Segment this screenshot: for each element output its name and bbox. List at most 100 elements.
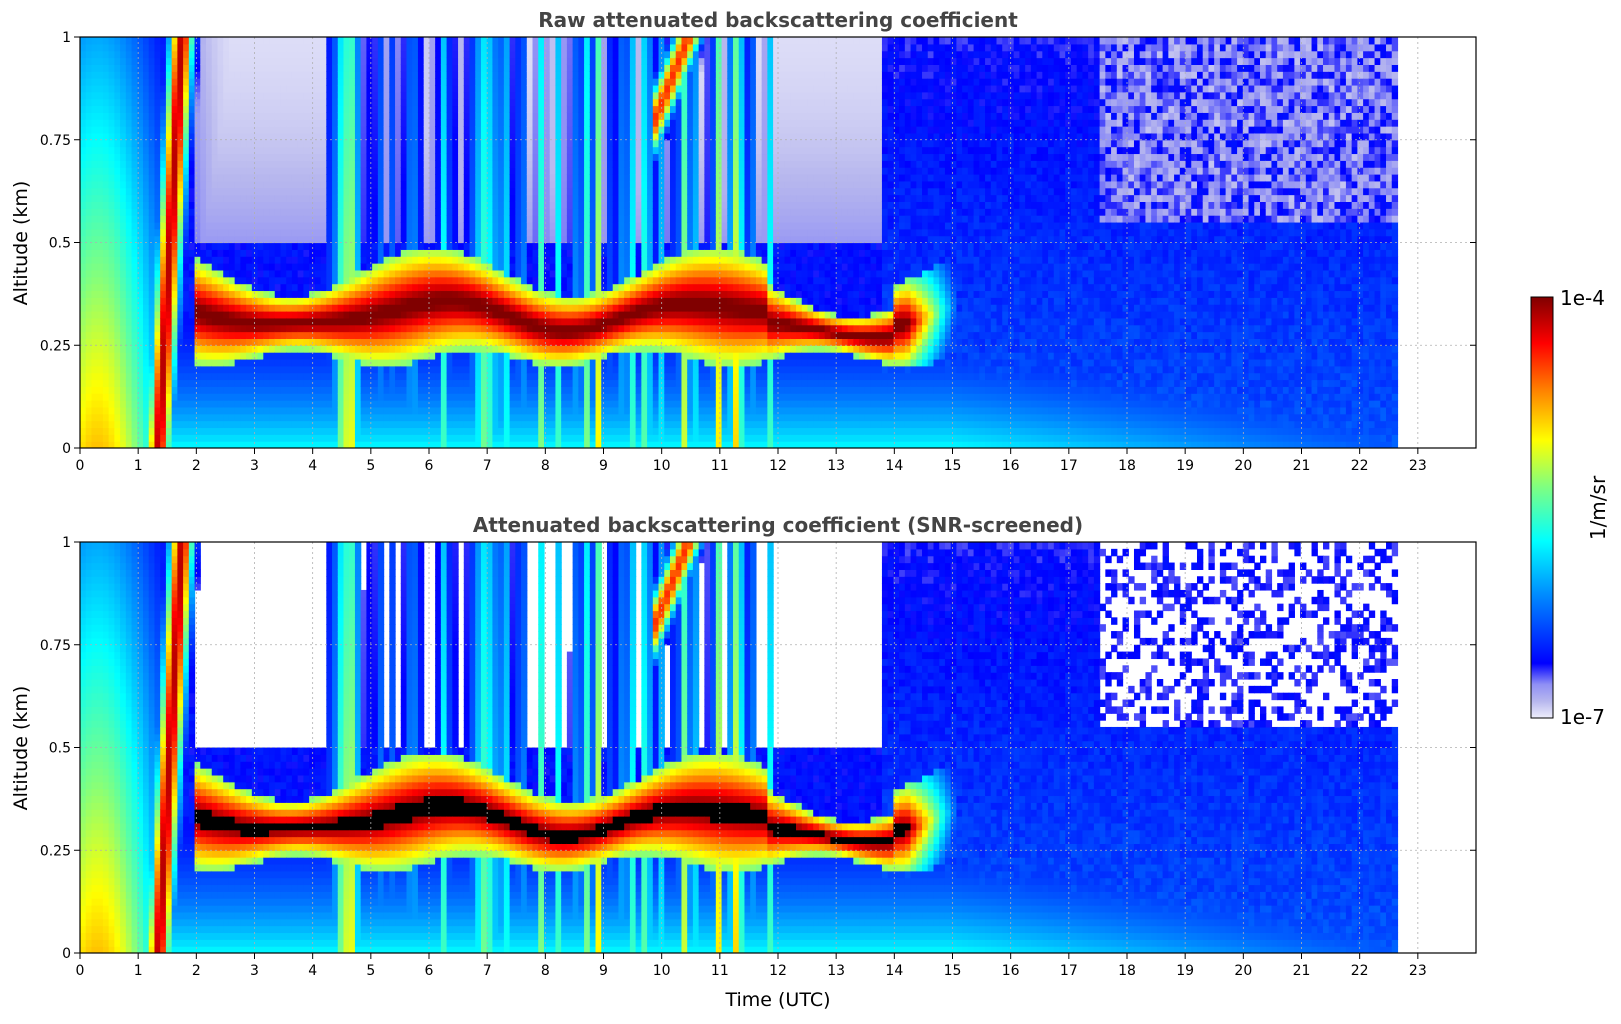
heatmap-cell xyxy=(114,85,120,92)
heatmap-cell xyxy=(160,208,166,215)
heatmap-cell xyxy=(229,78,235,85)
heatmap-cell xyxy=(361,318,367,325)
heatmap-cell xyxy=(389,119,395,126)
heatmap-cell xyxy=(481,407,487,414)
heatmap-cell xyxy=(97,153,103,160)
heatmap-cell xyxy=(492,297,498,304)
heatmap-cell xyxy=(412,366,418,373)
heatmap-cell xyxy=(321,256,327,263)
heatmap-cell xyxy=(475,338,481,345)
heatmap-cell xyxy=(533,195,539,202)
heatmap-cell xyxy=(80,318,86,325)
heatmap-cell xyxy=(441,359,447,366)
heatmap-cell xyxy=(189,153,195,160)
heatmap-cell xyxy=(269,92,275,99)
heatmap-cell xyxy=(389,188,395,195)
heatmap-cell xyxy=(172,71,178,78)
heatmap-cell xyxy=(372,393,378,400)
heatmap-cell xyxy=(298,421,304,428)
heatmap-cell xyxy=(235,290,241,297)
heatmap-cell xyxy=(286,386,292,393)
heatmap-cell xyxy=(298,345,304,352)
heatmap-cell xyxy=(378,174,384,181)
heatmap-cell xyxy=(292,373,298,380)
heatmap-cell xyxy=(189,201,195,208)
heatmap-cell xyxy=(149,373,155,380)
heatmap-cell xyxy=(452,256,458,263)
heatmap-cell xyxy=(533,338,539,345)
heatmap-cell xyxy=(292,407,298,414)
heatmap-cell xyxy=(338,249,344,256)
heatmap-cell xyxy=(195,338,201,345)
heatmap-cell xyxy=(343,78,349,85)
heatmap-cell xyxy=(447,414,453,421)
heatmap-cell xyxy=(349,92,355,99)
heatmap-cell xyxy=(527,140,533,147)
heatmap-cell xyxy=(132,229,138,236)
heatmap-cell xyxy=(303,325,309,332)
heatmap-cell xyxy=(326,140,332,147)
heatmap-cell xyxy=(550,407,556,414)
heatmap-cell xyxy=(498,345,504,352)
heatmap-cell xyxy=(269,160,275,167)
heatmap-cell xyxy=(315,181,321,188)
heatmap-cell xyxy=(154,51,160,58)
heatmap-cell xyxy=(240,147,246,154)
heatmap-cell xyxy=(544,167,550,174)
heatmap-cell xyxy=(97,277,103,284)
heatmap-cell xyxy=(418,78,424,85)
heatmap-cell xyxy=(464,290,470,297)
heatmap-cell xyxy=(407,99,413,106)
heatmap-cell xyxy=(441,85,447,92)
heatmap-cell xyxy=(515,64,521,71)
heatmap-cell xyxy=(407,380,413,387)
heatmap-cell xyxy=(515,174,521,181)
heatmap-cell xyxy=(372,92,378,99)
heatmap-cell xyxy=(464,249,470,256)
heatmap-cell xyxy=(229,106,235,113)
heatmap-cell xyxy=(401,92,407,99)
heatmap-cell xyxy=(521,147,527,154)
heatmap-cell xyxy=(452,160,458,167)
heatmap-cell xyxy=(475,106,481,113)
heatmap-cell xyxy=(441,243,447,250)
heatmap-cell xyxy=(154,208,160,215)
heatmap-cell xyxy=(223,71,229,78)
heatmap-cell xyxy=(223,140,229,147)
heatmap-cell xyxy=(246,243,252,250)
heatmap-cell xyxy=(275,181,281,188)
heatmap-cell xyxy=(246,44,252,51)
heatmap-cell xyxy=(126,195,132,202)
heatmap-cell xyxy=(521,85,527,92)
heatmap-cell xyxy=(470,290,476,297)
heatmap-cell xyxy=(338,222,344,229)
heatmap-cell xyxy=(252,153,258,160)
heatmap-cell xyxy=(160,393,166,400)
heatmap-cell xyxy=(315,71,321,78)
heatmap-cell xyxy=(114,352,120,359)
heatmap-cell xyxy=(538,58,544,65)
heatmap-cell xyxy=(475,174,481,181)
heatmap-cell xyxy=(527,427,533,434)
heatmap-cell xyxy=(498,386,504,393)
heatmap-cell xyxy=(126,352,132,359)
heatmap-cell xyxy=(447,71,453,78)
heatmap-cell xyxy=(504,229,510,236)
heatmap-cell xyxy=(280,386,286,393)
heatmap-cell xyxy=(487,297,493,304)
heatmap-cell xyxy=(538,345,544,352)
heatmap-cell xyxy=(452,188,458,195)
heatmap-cell xyxy=(189,133,195,140)
heatmap-cell xyxy=(361,51,367,58)
heatmap-cell xyxy=(412,71,418,78)
heatmap-cell xyxy=(114,222,120,229)
heatmap-cell xyxy=(206,78,212,85)
heatmap-cell xyxy=(315,140,321,147)
heatmap-cell xyxy=(418,85,424,92)
heatmap-cell xyxy=(223,119,229,126)
heatmap-cell xyxy=(303,140,309,147)
heatmap-cell xyxy=(172,208,178,215)
heatmap-cell xyxy=(504,434,510,441)
heatmap-cell xyxy=(183,71,189,78)
heatmap-cell xyxy=(275,140,281,147)
